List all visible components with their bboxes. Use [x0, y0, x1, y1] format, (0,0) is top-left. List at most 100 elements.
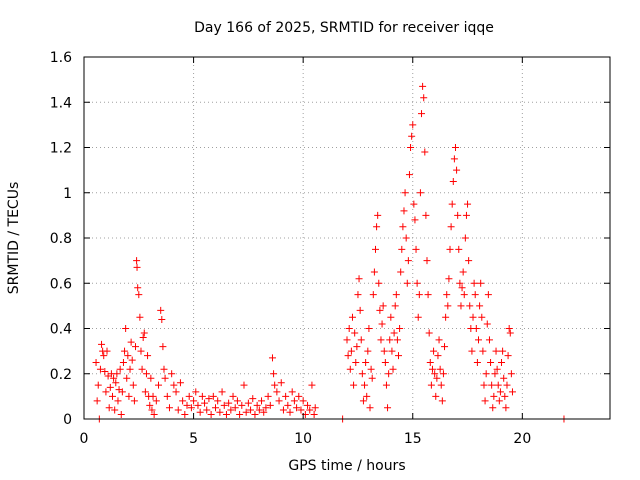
data-point	[273, 388, 281, 396]
data-point	[438, 397, 446, 405]
data-point	[505, 325, 513, 332]
data-point	[214, 397, 222, 405]
data-point	[345, 325, 353, 332]
data-point	[499, 347, 507, 355]
data-point	[425, 329, 433, 337]
y-tick-label: 0.6	[50, 276, 72, 292]
data-point	[98, 340, 106, 348]
data-point	[306, 406, 314, 414]
data-point	[450, 155, 458, 163]
data-point	[409, 121, 417, 129]
data-point	[227, 406, 235, 414]
data-point	[96, 365, 104, 373]
data-point	[388, 347, 396, 355]
data-point	[402, 234, 410, 242]
data-point	[432, 392, 440, 400]
data-point	[94, 381, 102, 389]
data-point	[462, 211, 470, 219]
data-point	[240, 381, 248, 389]
data-point	[441, 343, 449, 351]
data-point	[504, 352, 512, 360]
data-point	[165, 404, 173, 412]
data-point	[446, 245, 454, 253]
data-point	[233, 397, 241, 405]
data-point	[457, 302, 465, 310]
data-point	[501, 392, 509, 400]
data-point	[220, 401, 228, 409]
data-point	[218, 388, 226, 396]
data-point	[148, 406, 156, 414]
data-point	[288, 388, 296, 396]
data-point	[141, 388, 149, 396]
data-point	[238, 401, 246, 409]
data-point	[430, 347, 438, 355]
data-point	[368, 374, 376, 382]
data-point	[465, 257, 473, 265]
data-point	[128, 356, 136, 364]
data-point	[295, 392, 303, 400]
data-point	[304, 401, 312, 409]
data-point	[484, 291, 492, 299]
data-point	[185, 392, 193, 400]
data-point	[437, 381, 445, 389]
data-point	[475, 336, 482, 344]
data-point	[150, 410, 158, 418]
data-point	[352, 358, 360, 366]
data-point	[212, 404, 219, 412]
data-point	[443, 291, 451, 299]
data-point	[125, 392, 133, 400]
data-point	[416, 189, 424, 197]
data-point	[507, 370, 515, 378]
data-point	[391, 302, 399, 310]
data-point	[404, 257, 412, 265]
y-tick-label: 0.8	[50, 231, 72, 247]
data-point	[384, 404, 392, 412]
data-point	[310, 410, 318, 418]
data-point	[393, 336, 401, 344]
x-axis-label: GPS time / hours	[288, 458, 405, 474]
data-point	[198, 392, 206, 400]
data-point	[386, 336, 394, 344]
data-point	[492, 347, 500, 355]
data-point	[377, 336, 385, 344]
data-point	[419, 82, 427, 90]
data-point	[170, 381, 178, 389]
data-point	[491, 370, 499, 378]
data-point	[102, 388, 110, 396]
data-point	[481, 397, 489, 405]
data-point	[364, 347, 372, 355]
data-point	[479, 347, 487, 355]
data-point	[444, 302, 452, 310]
data-point	[275, 397, 283, 405]
data-point	[260, 408, 268, 416]
data-point	[356, 306, 364, 314]
data-point	[400, 207, 408, 215]
data-point	[469, 313, 477, 321]
data-point	[449, 177, 457, 185]
data-point	[387, 313, 395, 321]
data-point	[459, 268, 467, 276]
data-point	[100, 352, 108, 360]
data-point	[374, 211, 382, 219]
data-point	[436, 365, 444, 373]
data-point	[347, 347, 355, 355]
data-point	[194, 401, 202, 409]
data-point	[201, 399, 209, 407]
data-point	[498, 358, 506, 366]
data-point	[179, 397, 187, 405]
data-point	[385, 370, 393, 378]
data-point	[470, 279, 478, 287]
data-point	[367, 365, 375, 373]
data-point	[361, 381, 369, 389]
data-point	[445, 275, 453, 283]
data-point	[428, 365, 436, 373]
data-point	[370, 268, 378, 276]
data-point	[126, 365, 134, 373]
data-point	[447, 223, 455, 231]
data-point	[398, 245, 406, 253]
data-point	[271, 381, 279, 389]
data-point	[103, 347, 111, 355]
data-point	[290, 397, 298, 405]
data-point	[216, 408, 224, 416]
data-point	[466, 302, 474, 310]
